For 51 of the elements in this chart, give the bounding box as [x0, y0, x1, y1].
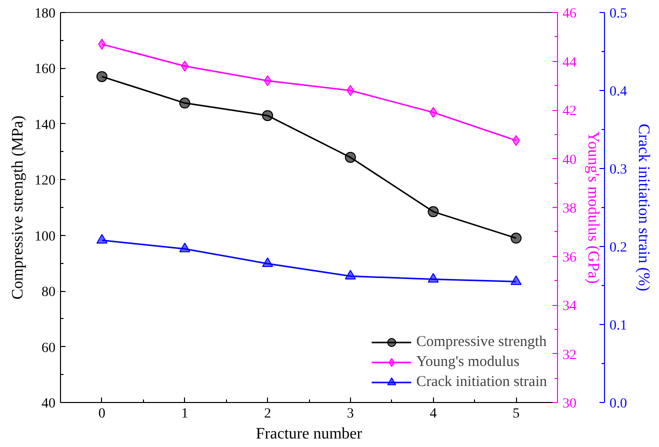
y2-tick-label: 40: [562, 152, 576, 168]
point: [96, 71, 108, 82]
point: [344, 152, 356, 163]
point: [429, 106, 438, 118]
point: [179, 242, 190, 252]
x-tick-label: 4: [430, 406, 437, 422]
point: [346, 85, 354, 96]
y2-tick-label: 30: [562, 396, 576, 412]
x-tick-label: 1: [181, 406, 188, 422]
y2-tick-label: 36: [562, 250, 576, 266]
point: [179, 98, 190, 109]
y-tick-label: 40: [42, 396, 56, 412]
y-tick-label: 120: [34, 174, 56, 189]
y2-axis-title: Young's modulus (GPa): [584, 131, 602, 284]
y2-tick-label: 44: [562, 55, 576, 70]
y3-tick-label: 0.2: [610, 240, 627, 256]
x-tick-label: 2: [264, 406, 272, 422]
x-axis-title: Fracture number: [256, 426, 363, 442]
x-tick-label: 5: [512, 406, 520, 422]
legend-label: Crack initiation strain: [416, 373, 547, 391]
point: [180, 60, 189, 72]
y-tick-label: 160: [34, 62, 56, 78]
point: [428, 272, 439, 283]
x-tick-label: 0: [98, 406, 106, 422]
point: [262, 257, 274, 268]
point: [510, 232, 522, 244]
legend-label: Compressive strength: [416, 333, 547, 351]
y-tick-label: 60: [42, 340, 56, 356]
y-tick-label: 80: [42, 285, 56, 300]
x-tick-label: 3: [346, 406, 354, 422]
y2-tick-label: 34: [562, 299, 576, 314]
y3-tick-label: 0.3: [610, 162, 627, 178]
y2-tick-label: 32: [562, 348, 576, 363]
legend-label: Young's modulus: [416, 353, 520, 371]
y2-tick-label: 38: [562, 202, 576, 216]
y3-tick-label: 0.1: [610, 318, 627, 334]
point: [344, 270, 356, 280]
point: [428, 206, 439, 218]
y3-tick-label: 0.0: [610, 396, 627, 412]
y2-tick-label: 42: [562, 104, 576, 119]
point: [262, 110, 274, 122]
y-tick-label: 180: [34, 6, 56, 22]
y3-tick-label: 0.5: [610, 6, 627, 22]
y-axis-title: Compressive strength (MPa): [10, 116, 26, 300]
y-tick-label: 100: [34, 229, 56, 244]
y-tick-label: 140: [34, 118, 56, 133]
y3-tick-label: 0.4: [610, 84, 627, 100]
point: [510, 275, 522, 285]
point: [96, 234, 108, 244]
y2-tick-label: 46: [562, 6, 576, 22]
y3-axis-title: Crack initiation strain (%): [635, 124, 652, 292]
